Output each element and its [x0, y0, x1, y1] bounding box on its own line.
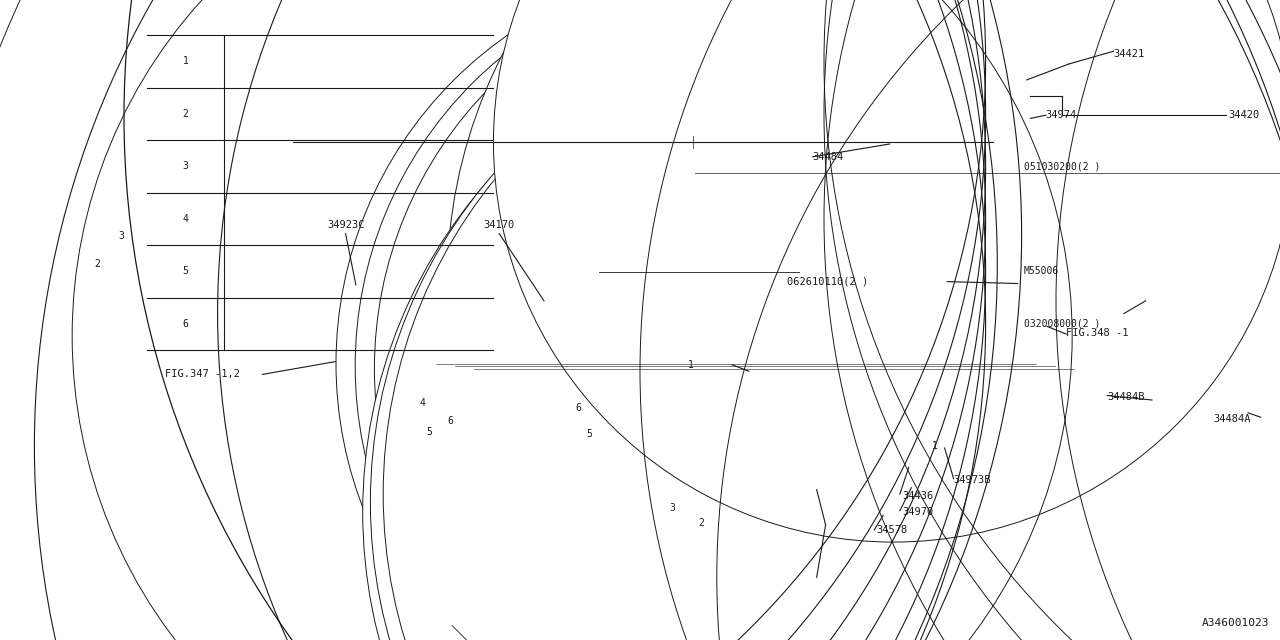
Text: 34970: 34970 — [902, 507, 933, 517]
Text: 5: 5 — [426, 427, 431, 437]
Text: 34974: 34974 — [1046, 110, 1076, 120]
Text: 34578: 34578 — [877, 525, 908, 535]
Text: 2: 2 — [95, 259, 100, 269]
Circle shape — [494, 0, 1280, 542]
Text: 34421: 34421 — [1114, 49, 1144, 60]
Bar — [147, 35, 493, 350]
Circle shape — [0, 0, 910, 640]
Text: 051030200(2 ): 051030200(2 ) — [1024, 161, 1101, 172]
Text: 3: 3 — [119, 230, 124, 241]
Circle shape — [362, 12, 1280, 640]
Circle shape — [335, 0, 1137, 640]
Circle shape — [692, 0, 1280, 502]
Text: 4: 4 — [420, 398, 425, 408]
Text: 2: 2 — [699, 518, 704, 528]
Circle shape — [746, 45, 1280, 640]
Circle shape — [0, 0, 879, 640]
Text: 3: 3 — [183, 161, 188, 172]
Text: 1: 1 — [183, 56, 188, 67]
Text: 34420: 34420 — [1229, 110, 1260, 120]
Circle shape — [0, 0, 799, 640]
Text: 34170: 34170 — [484, 220, 515, 230]
Text: 5: 5 — [183, 266, 188, 276]
Text: 6: 6 — [576, 403, 581, 413]
Text: 6: 6 — [448, 416, 453, 426]
Text: FIG.347 -1,2: FIG.347 -1,2 — [165, 369, 239, 380]
Circle shape — [27, 0, 1028, 640]
Text: FIG.348 -1: FIG.348 -1 — [1066, 328, 1129, 338]
FancyBboxPatch shape — [673, 0, 1280, 639]
Circle shape — [0, 0, 869, 640]
Circle shape — [0, 0, 997, 640]
Text: 1: 1 — [932, 441, 937, 451]
Text: 062610110(2 ): 062610110(2 ) — [787, 276, 868, 287]
Text: 34484A: 34484A — [1213, 414, 1251, 424]
Circle shape — [355, 0, 1155, 640]
Circle shape — [383, 0, 1280, 640]
Circle shape — [520, 0, 1280, 640]
Text: 2: 2 — [183, 109, 188, 119]
Text: 34484B: 34484B — [1107, 392, 1144, 402]
Text: 3: 3 — [669, 502, 675, 513]
Circle shape — [756, 0, 1280, 463]
Text: 4: 4 — [183, 214, 188, 224]
Text: 34436: 34436 — [902, 491, 933, 501]
Circle shape — [63, 0, 1064, 640]
Circle shape — [370, 3, 1280, 640]
Text: 032008000(2 ): 032008000(2 ) — [1024, 319, 1101, 329]
Text: 6: 6 — [183, 319, 188, 329]
Text: 1: 1 — [689, 360, 694, 370]
Text: 34923C: 34923C — [326, 220, 365, 230]
Text: 34973B: 34973B — [954, 475, 991, 485]
Text: M55006: M55006 — [1024, 266, 1060, 276]
Circle shape — [695, 0, 1280, 640]
Circle shape — [695, 45, 1280, 640]
Circle shape — [746, 0, 1280, 640]
FancyBboxPatch shape — [776, 0, 1272, 412]
Circle shape — [595, 0, 1280, 640]
Text: 5: 5 — [586, 429, 591, 439]
Text: A346001023: A346001023 — [1202, 618, 1270, 628]
Circle shape — [756, 0, 1280, 502]
Circle shape — [374, 0, 1175, 640]
Circle shape — [692, 0, 1280, 463]
Circle shape — [447, 0, 1280, 640]
Text: 34484: 34484 — [813, 152, 844, 162]
